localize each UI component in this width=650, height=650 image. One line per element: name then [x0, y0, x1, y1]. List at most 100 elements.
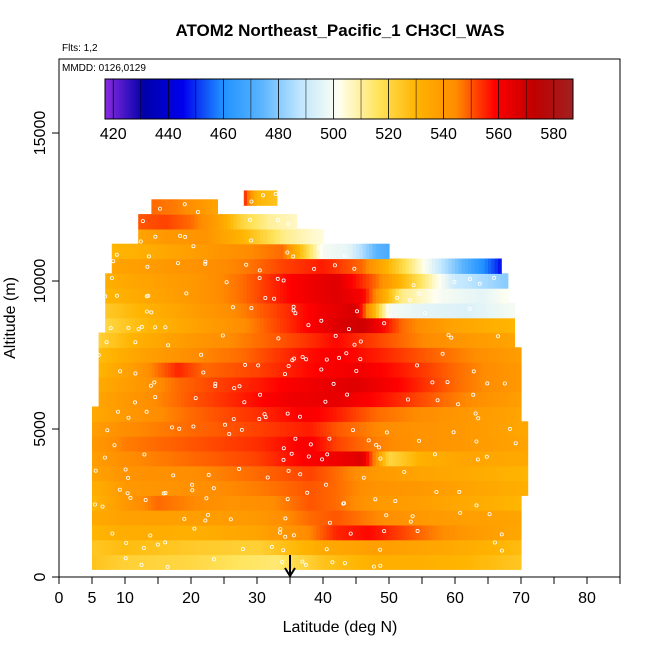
heatmap-cell — [464, 332, 469, 348]
heatmap-cell — [372, 554, 377, 570]
heatmap-cell — [392, 347, 397, 363]
heatmap-cell — [250, 421, 255, 437]
heatmap-cell — [514, 554, 519, 570]
heatmap-cell — [253, 436, 258, 452]
heatmap-cell — [382, 347, 387, 363]
sample-point — [263, 295, 268, 300]
heatmap-cell — [349, 406, 354, 422]
heatmap-cell — [319, 421, 324, 437]
heatmap-cell — [474, 510, 479, 526]
heatmap-cell — [474, 332, 479, 348]
heatmap-cell — [141, 347, 146, 363]
heatmap-cell — [389, 524, 393, 541]
sample-point — [411, 283, 416, 288]
heatmap-cell — [451, 347, 456, 363]
heatmap-cell — [167, 554, 172, 570]
heatmap-cell — [286, 406, 291, 422]
heatmap-cell — [412, 376, 416, 393]
heatmap-cell — [250, 332, 255, 348]
heatmap-cell — [184, 436, 189, 452]
heatmap-cell — [257, 317, 261, 334]
heatmap-cell — [484, 495, 489, 511]
heatmap-cell — [95, 539, 100, 556]
heatmap-cell — [303, 317, 308, 334]
heatmap-cell — [346, 510, 350, 526]
heatmap-cell — [280, 317, 284, 334]
heatmap-cell — [471, 302, 476, 319]
heatmap-cell — [194, 436, 199, 452]
heatmap-cell — [464, 288, 469, 304]
heatmap-cell — [438, 450, 443, 467]
heatmap-cell — [365, 273, 370, 289]
heatmap-cell — [95, 421, 100, 437]
heatmap-cell — [263, 332, 268, 348]
heatmap-cell — [158, 302, 162, 319]
heatmap-cell — [240, 450, 245, 467]
heatmap-cell — [356, 362, 360, 378]
sample-point — [293, 311, 298, 316]
heatmap-cell — [181, 554, 185, 570]
heatmap-cell — [243, 302, 248, 319]
heatmap-cell — [458, 465, 463, 482]
heatmap-cell — [220, 450, 225, 467]
heatmap-cell — [336, 288, 341, 304]
heatmap-cell — [346, 539, 350, 556]
sample-point — [475, 457, 480, 462]
heatmap-cell — [243, 288, 248, 304]
heatmap-cell — [243, 480, 248, 496]
heatmap-cell — [464, 436, 469, 452]
heatmap-cell — [402, 362, 407, 378]
heatmap-cell — [227, 421, 232, 437]
sample-point — [434, 489, 439, 494]
heatmap-cell — [210, 288, 215, 304]
heatmap-cell — [497, 436, 502, 452]
heatmap-cell — [408, 495, 413, 511]
heatmap-cell — [293, 480, 298, 496]
heatmap-cell — [511, 465, 515, 482]
sample-point — [163, 325, 168, 330]
heatmap-cell — [260, 288, 265, 304]
heatmap-cell — [336, 539, 341, 556]
heatmap-cell — [474, 391, 479, 408]
heatmap-cell — [395, 347, 400, 363]
heatmap-cell — [445, 510, 449, 526]
heatmap-cell — [111, 554, 116, 570]
heatmap-cell — [184, 288, 189, 304]
heatmap-cell — [524, 480, 529, 496]
heatmap-cell — [286, 391, 291, 408]
heatmap-cell — [339, 391, 344, 408]
heatmap-cell — [309, 539, 314, 556]
heatmap-cell — [115, 495, 119, 511]
heatmap-cell — [431, 450, 436, 467]
sample-point — [153, 325, 158, 330]
heatmap-cell — [395, 480, 400, 496]
heatmap-cell — [111, 391, 116, 408]
heatmap-cell — [115, 421, 119, 437]
heatmap-cell — [448, 391, 453, 408]
sample-point — [220, 333, 225, 338]
heatmap-cell — [260, 510, 265, 526]
sample-point — [477, 281, 482, 286]
heatmap-cell — [458, 524, 463, 541]
heatmap-cell — [105, 376, 110, 393]
heatmap-cell — [372, 258, 377, 274]
heatmap-cell — [101, 524, 106, 541]
sample-point — [327, 520, 332, 525]
colorbar-tick-label: 480 — [265, 126, 292, 143]
sample-point — [408, 519, 413, 524]
heatmap-cell — [382, 258, 387, 274]
heatmap-cell — [243, 465, 248, 482]
sample-point — [496, 334, 501, 339]
heatmap-cell — [362, 495, 367, 511]
heatmap-cell — [105, 362, 110, 378]
heatmap-cell — [478, 495, 482, 511]
heatmap-cell — [240, 214, 245, 230]
heatmap-cell — [286, 288, 291, 304]
heatmap-cell — [468, 495, 473, 511]
heatmap-cell — [217, 273, 222, 289]
heatmap-cell — [445, 480, 449, 496]
heatmap-cell — [290, 391, 294, 408]
heatmap-cell — [408, 421, 413, 437]
heatmap-cell — [438, 465, 443, 482]
